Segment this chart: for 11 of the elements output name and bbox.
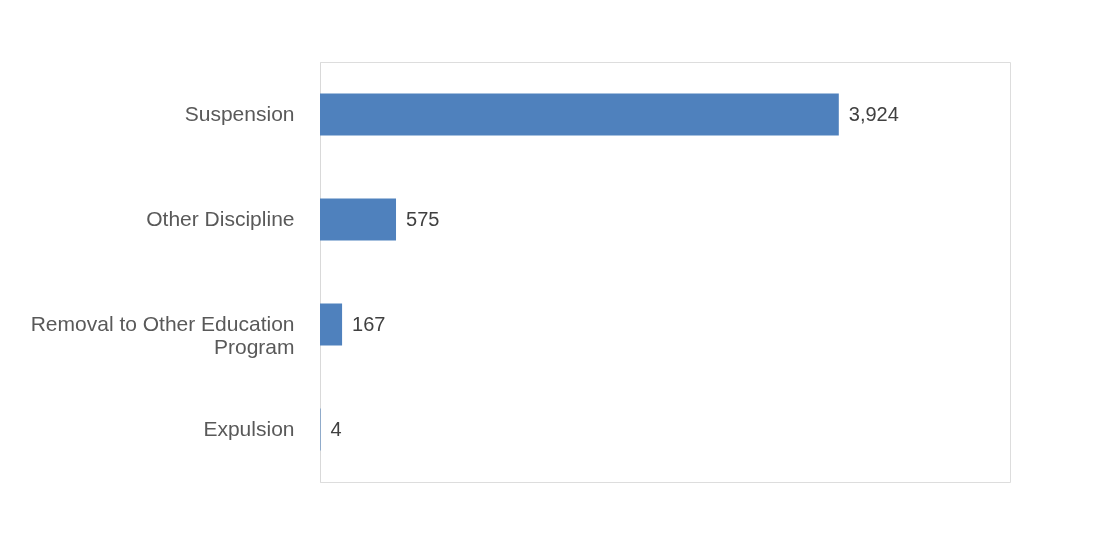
y-tick-label: Expulsion [203,416,295,440]
data-label: 575 [406,207,440,230]
y-tick-label: Suspension [184,101,295,125]
y-tick-label: Removal to Other Education Program [30,311,295,358]
data-label: 167 [352,312,386,335]
bar [320,198,397,241]
y-tick-label: Other Discipline [146,206,295,230]
bar [320,303,343,346]
data-label: 4 [330,417,342,440]
data-label: 3,924 [848,102,899,125]
bar [320,93,839,136]
